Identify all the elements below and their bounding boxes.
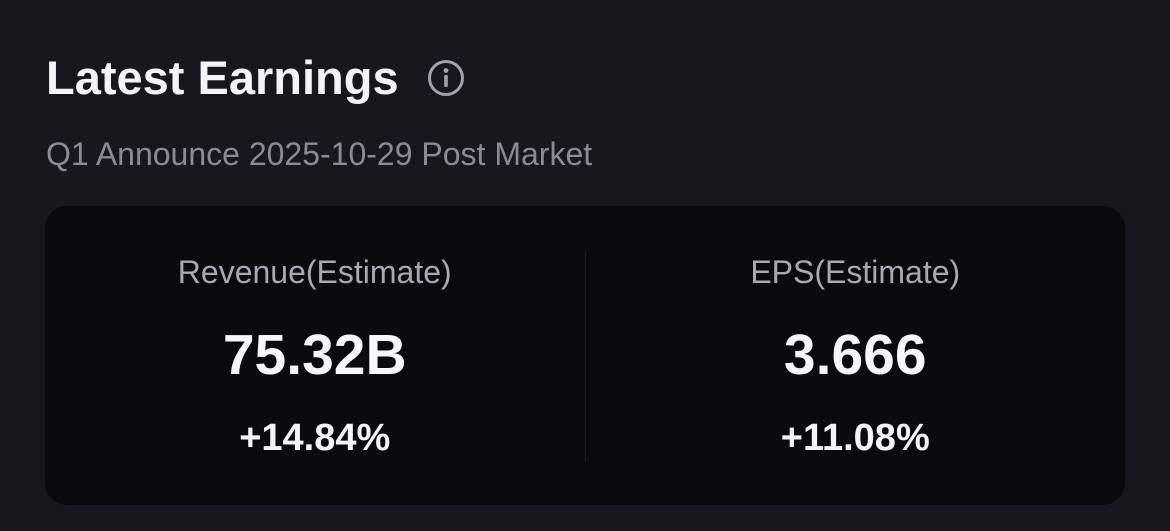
revenue-label: Revenue(Estimate): [177, 254, 452, 290]
eps-value: 3.666: [783, 323, 927, 387]
revenue-metric: Revenue(Estimate) 75.32B +14.84%: [45, 206, 585, 505]
announcement-subtitle: Q1 Announce 2025-10-29 Post Market: [46, 136, 593, 172]
header: Latest Earnings: [46, 48, 465, 108]
revenue-value: 75.32B: [222, 323, 407, 387]
page-title: Latest Earnings: [46, 51, 399, 104]
eps-change: +11.08%: [780, 417, 930, 459]
metric-divider: [584, 252, 586, 462]
revenue-change: +14.84%: [239, 417, 391, 459]
eps-label: EPS(Estimate): [750, 254, 961, 290]
info-icon[interactable]: [427, 59, 465, 97]
earnings-card: Revenue(Estimate) 75.32B +14.84% EPS(Est…: [45, 206, 1125, 505]
eps-metric: EPS(Estimate) 3.666 +11.08%: [586, 206, 1126, 505]
